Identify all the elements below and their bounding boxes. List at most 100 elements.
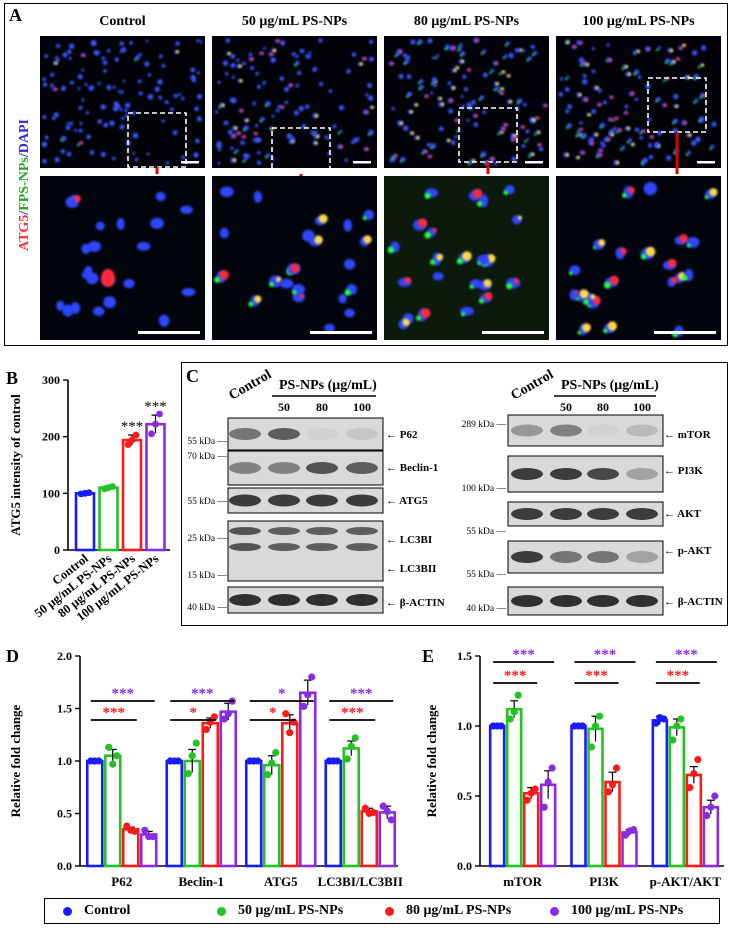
b-point-2-2	[132, 431, 140, 439]
band-right-4-3	[626, 595, 658, 607]
e-xtick-label-1: PI3K	[589, 874, 620, 889]
d-bar-0-2	[121, 822, 140, 868]
band-label-left-0: ← P62	[386, 429, 418, 441]
d-xtick-label-0: P62	[111, 874, 132, 889]
d-bracket-label-1: ***	[112, 686, 135, 702]
e-point-2-0-2	[660, 715, 668, 723]
d-point-1-0-2	[174, 757, 182, 765]
e-point-1-2-0	[604, 788, 613, 796]
legend-label-control: Control	[84, 903, 131, 918]
e-bar-2-0	[651, 714, 669, 868]
d-point-3-1-2	[351, 734, 359, 742]
legend-dot-control	[63, 906, 72, 916]
micrograph-grid	[40, 36, 721, 340]
b-ytick-label-0: 0	[54, 543, 60, 557]
d-point-2-1-2	[272, 749, 280, 757]
d-bar-rect-2-3	[298, 691, 317, 868]
band-left-0-2	[306, 428, 338, 440]
e-point-0-3-1	[544, 778, 552, 786]
e-ytick-label-2: 1.0	[457, 719, 472, 733]
d-bracket-label-7: ***	[350, 686, 373, 702]
legend-label-50: 50 μg/mL PS-NPs	[238, 903, 344, 918]
e-bar-0-0	[488, 722, 506, 868]
micrograph-overview-2	[384, 36, 549, 174]
band-label-left-4: ← LC3BII	[386, 563, 436, 575]
d-point-2-3-2	[308, 673, 316, 681]
e-bar-1-2	[604, 764, 621, 868]
e-point-0-1-2	[514, 691, 522, 699]
band-left-3-b-3	[346, 543, 378, 551]
d-point-1-3-0	[220, 715, 228, 723]
e-point-1-0-2	[578, 722, 587, 730]
band-left-2-3	[346, 494, 378, 507]
d-point-0-3-0	[141, 826, 149, 834]
band-right-0-1	[550, 424, 582, 437]
d-point-1-1-2	[192, 739, 200, 747]
band-label-right-3: ← p-AKT	[664, 545, 712, 557]
d-point-3-1-1	[347, 742, 355, 750]
column-title-100: 100 μg/mL PS-NPs	[582, 14, 695, 29]
panel-c-letter: C	[186, 366, 199, 386]
d-point-0-1-1	[109, 760, 117, 768]
scale-bar-top-1	[353, 161, 371, 164]
d-bar-rect-1-3	[219, 710, 238, 868]
d-bar-rect-2-1	[262, 763, 281, 868]
blot-header-right: PS-NPs (μg/mL)	[561, 378, 659, 393]
e-bar-2-3	[702, 792, 720, 868]
blot-dose-left-2: 100	[353, 400, 371, 414]
e-bar-1-1	[587, 712, 604, 868]
e-bar-2-1	[668, 715, 686, 868]
d-bar-3-2	[360, 804, 379, 868]
b-ylabel: ATG5 intensity of control	[8, 394, 23, 536]
marker-label-left-5: 40 kDa —	[187, 603, 227, 613]
legend-item-50: 50 μg/mL PS-NPs	[217, 903, 343, 919]
e-point-0-0-2	[497, 722, 505, 730]
e-bar-0-1	[505, 691, 523, 868]
d-point-1-3-1	[224, 710, 232, 718]
band-label-left-5: ← β-ACTIN	[386, 597, 445, 609]
d-point-3-3-0	[379, 802, 387, 810]
d-bar-3-3	[378, 802, 397, 868]
d-bar-2-2	[280, 710, 299, 868]
e-xtick-label-2: p-AKT/AKT	[650, 874, 722, 889]
e-bar-1-3	[621, 826, 638, 868]
legend-dot-100	[550, 906, 559, 916]
panel-a-frame	[4, 3, 728, 346]
e-bar-rect-2-0	[651, 719, 669, 868]
panel-a-letter: A	[9, 5, 22, 25]
e-ylabel: Relative fold change	[424, 704, 439, 817]
band-label-left-3: ← LC3BI	[386, 534, 432, 546]
panel-b-letter: B	[6, 368, 19, 388]
band-left-1-3	[346, 462, 378, 474]
d-point-3-3-1	[383, 807, 391, 815]
band-right-3-3	[626, 551, 658, 563]
d-point-0-0-2	[95, 757, 103, 765]
e-point-2-3-1	[707, 803, 715, 811]
e-point-2-2-2	[694, 756, 702, 764]
d-bar-3-1	[342, 734, 361, 868]
d-point-3-1-0	[343, 755, 351, 763]
marker-label-left-2: 55 kDa —	[187, 497, 227, 507]
band-left-3-b-1	[268, 543, 300, 551]
e-xtick-label-0: mTOR	[503, 874, 542, 889]
b-sig-2: ***	[121, 419, 144, 435]
band-right-2-0	[511, 508, 543, 520]
d-bracket-label-3: ***	[191, 686, 214, 702]
b-sig-3: ***	[144, 399, 167, 415]
legend-label-80: 80 μg/mL PS-NPs	[406, 903, 512, 918]
micrograph-zoom-0	[40, 176, 205, 340]
scale-bar-bottom-3	[654, 331, 716, 334]
marker-label-right-3: 55 kDa —	[466, 570, 506, 580]
marker-label-right-4: 40 kDa —	[466, 604, 506, 614]
band-left-1-2	[306, 462, 338, 474]
scale-bar-top-3	[697, 161, 715, 164]
b-ytick-label-2: 200	[42, 430, 60, 444]
band-right-0-2	[587, 424, 619, 437]
d-bracket-label-2: *	[190, 705, 198, 721]
d-bracket-label-4: *	[269, 705, 277, 721]
micrograph-zoom-3	[556, 176, 721, 340]
blot-dose-left-1: 80	[316, 400, 328, 414]
band-left-3-a-2	[306, 527, 338, 535]
b-point-2-1	[128, 436, 136, 444]
